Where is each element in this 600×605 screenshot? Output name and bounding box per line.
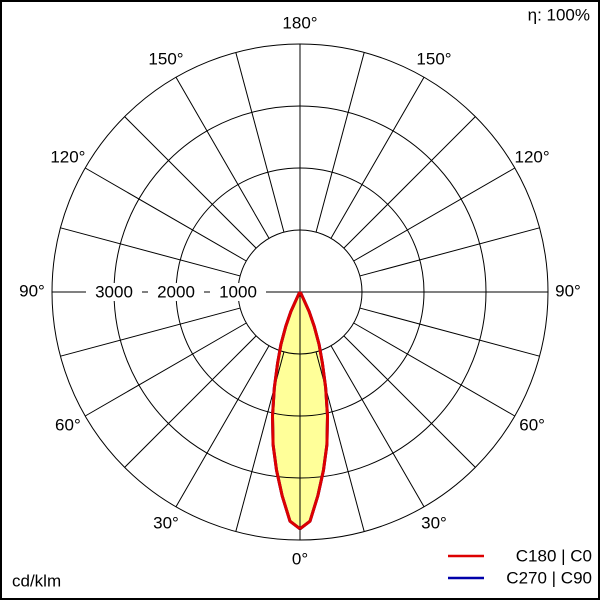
spoke <box>175 345 270 508</box>
spoke <box>330 76 425 239</box>
spoke <box>330 345 425 508</box>
radial-tick-label: 2000 <box>157 282 195 301</box>
spoke <box>315 52 365 233</box>
label-bg <box>210 283 266 301</box>
spoke <box>60 307 241 357</box>
label-bg <box>86 283 142 301</box>
spoke <box>359 227 540 277</box>
unit-label: cd/klm <box>12 571 61 590</box>
legend-label: C180 | C0 <box>516 546 592 565</box>
angle-tick-label: 30° <box>153 514 179 533</box>
angle-tick-label: 30° <box>421 514 447 533</box>
spoke <box>175 76 270 239</box>
angle-tick-label: 150° <box>148 49 183 68</box>
spoke <box>60 227 241 277</box>
angle-tick-label: 60° <box>55 415 81 434</box>
spoke <box>353 167 516 262</box>
spoke <box>84 322 247 417</box>
angle-tick-label: 60° <box>519 415 545 434</box>
beam-fill <box>300 292 328 529</box>
angle-tick-label: 120° <box>50 147 85 166</box>
angle-tick-label: 150° <box>416 49 451 68</box>
spoke <box>235 52 285 233</box>
beam-curve <box>270 291 302 531</box>
angle-tick-label: 90° <box>19 281 45 300</box>
spoke <box>359 307 540 357</box>
spoke <box>84 167 247 262</box>
angle-tick-label: 90° <box>555 281 581 300</box>
spoke <box>124 335 257 468</box>
efficiency-label: η: 100% <box>528 5 590 24</box>
angle-tick-label: 120° <box>515 147 550 166</box>
angle-tick-label: 0° <box>292 549 308 568</box>
radial-tick-label: 3000 <box>95 282 133 301</box>
spoke <box>343 335 476 468</box>
spoke <box>343 116 476 249</box>
spoke <box>353 322 516 417</box>
label-bg <box>148 283 204 301</box>
angle-tick-label: 180° <box>282 13 317 32</box>
outer-ring <box>51 43 549 541</box>
beam-curve <box>298 291 330 531</box>
radial-tick-label: 1000 <box>219 282 257 301</box>
beam-fill <box>272 292 300 529</box>
spoke <box>124 116 257 249</box>
legend-label: C270 | C90 <box>506 568 592 587</box>
